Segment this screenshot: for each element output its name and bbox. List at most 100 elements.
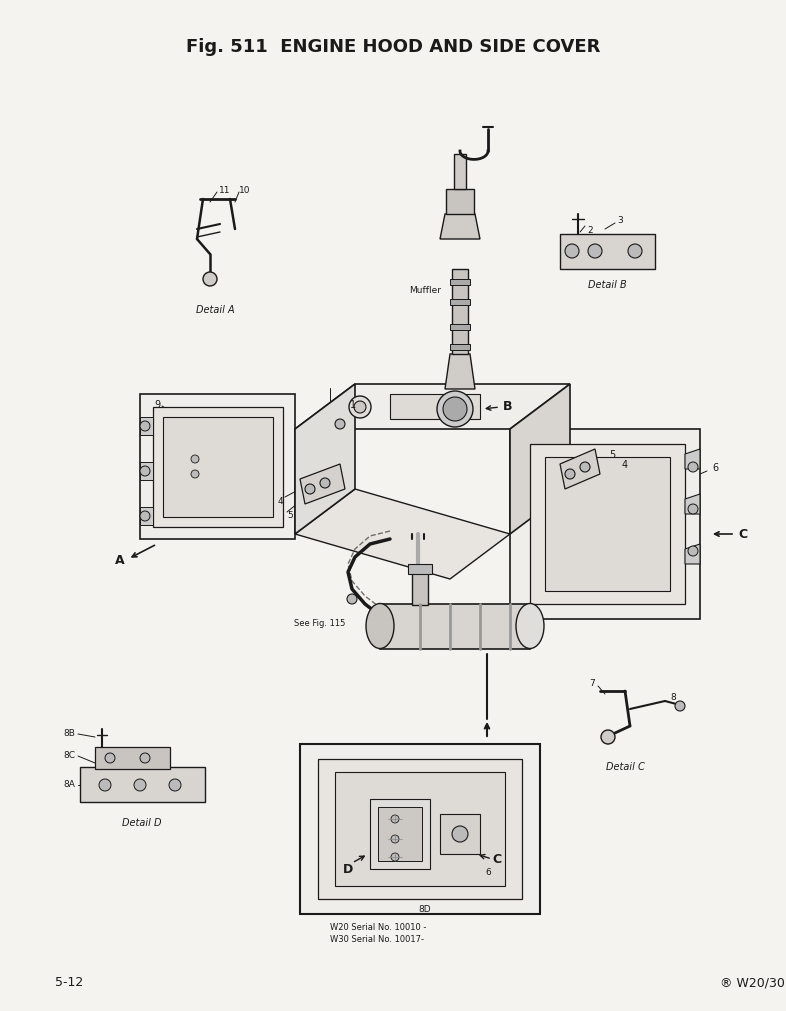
Polygon shape (95, 747, 170, 769)
Text: Muffler: Muffler (409, 285, 441, 294)
Bar (412, 571, 428, 606)
Polygon shape (318, 759, 522, 899)
Circle shape (191, 470, 199, 478)
Circle shape (452, 826, 468, 842)
Text: 5: 5 (287, 511, 293, 520)
Text: D: D (343, 862, 353, 876)
Polygon shape (295, 384, 355, 535)
Polygon shape (510, 384, 570, 535)
Polygon shape (140, 508, 153, 526)
Text: 8A: 8A (63, 779, 75, 789)
Polygon shape (380, 605, 530, 649)
Text: 4: 4 (277, 497, 283, 506)
Bar (450, 280, 470, 286)
Bar (454, 155, 466, 190)
Text: 3: 3 (617, 215, 623, 224)
Circle shape (140, 512, 150, 522)
Ellipse shape (366, 604, 394, 649)
Bar (446, 190, 474, 214)
Circle shape (354, 401, 366, 413)
Text: ® W20/30: ® W20/30 (720, 976, 785, 989)
Polygon shape (140, 463, 153, 480)
Polygon shape (545, 458, 670, 591)
Polygon shape (140, 418, 153, 436)
Text: 8: 8 (670, 692, 676, 701)
Circle shape (99, 779, 111, 792)
Polygon shape (560, 450, 600, 489)
Bar (450, 299, 470, 305)
Text: 8B: 8B (63, 728, 75, 737)
Polygon shape (510, 430, 700, 620)
Text: 10: 10 (239, 185, 251, 194)
Polygon shape (300, 744, 540, 914)
Polygon shape (440, 814, 480, 854)
Circle shape (628, 245, 642, 259)
Circle shape (675, 702, 685, 712)
Circle shape (688, 463, 698, 472)
Bar (450, 345, 470, 351)
Polygon shape (530, 445, 685, 605)
Polygon shape (295, 489, 510, 579)
Circle shape (347, 594, 357, 605)
Polygon shape (390, 394, 480, 420)
Text: C: C (493, 852, 501, 865)
Circle shape (320, 478, 330, 488)
Circle shape (134, 779, 146, 792)
Bar (452, 270, 468, 355)
Text: A: A (116, 553, 125, 566)
Text: W30 Serial No. 10017-: W30 Serial No. 10017- (330, 934, 424, 943)
Polygon shape (163, 418, 273, 518)
Text: B: B (503, 400, 512, 413)
Polygon shape (685, 450, 700, 469)
Text: W20 Serial No. 10010 -: W20 Serial No. 10010 - (330, 923, 426, 931)
Text: 5: 5 (609, 450, 615, 460)
Text: 11: 11 (219, 185, 231, 194)
Ellipse shape (516, 604, 544, 649)
Bar (408, 564, 432, 574)
Circle shape (565, 245, 579, 259)
Text: Fig. 511  ENGINE HOOD AND SIDE COVER: Fig. 511 ENGINE HOOD AND SIDE COVER (185, 38, 601, 56)
Text: 8C: 8C (63, 751, 75, 759)
Polygon shape (295, 384, 570, 430)
Circle shape (140, 422, 150, 432)
Circle shape (443, 397, 467, 422)
Polygon shape (378, 807, 422, 861)
Text: Detail B: Detail B (588, 280, 626, 290)
Circle shape (391, 835, 399, 843)
Circle shape (391, 853, 399, 861)
Bar (450, 325, 470, 331)
Polygon shape (80, 767, 205, 802)
Circle shape (140, 466, 150, 476)
Circle shape (203, 273, 217, 287)
Text: Detail A: Detail A (196, 304, 234, 314)
Circle shape (391, 815, 399, 823)
Text: 2: 2 (587, 225, 593, 235)
Polygon shape (685, 494, 700, 515)
Text: 7: 7 (590, 678, 595, 687)
Circle shape (140, 753, 150, 763)
Polygon shape (685, 545, 700, 564)
Polygon shape (335, 772, 505, 886)
Circle shape (335, 420, 345, 430)
Circle shape (688, 504, 698, 515)
Circle shape (588, 245, 602, 259)
Text: 6: 6 (485, 867, 491, 877)
Circle shape (105, 753, 115, 763)
Text: See Fig. 115: See Fig. 115 (294, 618, 346, 627)
Polygon shape (445, 355, 475, 389)
Text: Detail C: Detail C (606, 761, 645, 771)
Text: 1: 1 (350, 399, 356, 409)
Polygon shape (140, 394, 295, 540)
Text: Detail D: Detail D (123, 817, 162, 827)
Circle shape (688, 547, 698, 556)
Polygon shape (370, 800, 430, 869)
Circle shape (169, 779, 181, 792)
Circle shape (437, 391, 473, 428)
Polygon shape (153, 407, 283, 528)
Text: C: C (738, 528, 747, 541)
Text: 9: 9 (154, 399, 160, 409)
Text: 5-12: 5-12 (55, 976, 83, 989)
Text: 6: 6 (712, 463, 718, 472)
Circle shape (580, 463, 590, 472)
Circle shape (305, 484, 315, 494)
